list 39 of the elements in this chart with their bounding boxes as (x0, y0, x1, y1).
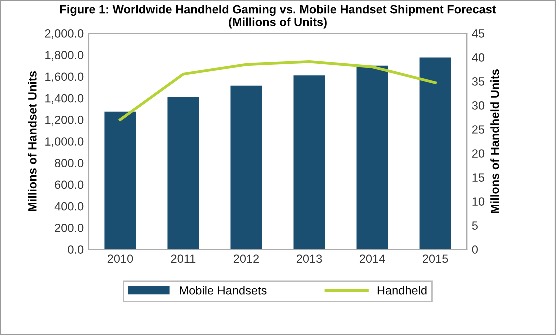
y2-tick-label: 5 (472, 222, 478, 230)
y2-tick-label: 25 (472, 126, 485, 134)
y-tick-label: 800.0 (55, 159, 84, 168)
y-tick-label: 400.0 (54, 202, 84, 211)
line-series (119, 60, 437, 122)
y-tick-label: 1,600.0 (46, 72, 84, 83)
bar (230, 86, 262, 250)
y-tick-label: 1,800.0 (46, 51, 84, 61)
y2-tick-label: 45 (472, 30, 485, 38)
y2-tick-label: 30 (472, 102, 485, 110)
legend-label: Handheld (378, 286, 427, 295)
y2-tick-label: 40 (472, 54, 485, 62)
bar (356, 66, 388, 250)
y-tick-label: 1,000.0 (46, 138, 84, 148)
x-tick-label: 2014 (360, 254, 386, 264)
y-tick-label: 0.0 (68, 246, 84, 254)
y-tick-label: 200.0 (55, 224, 84, 232)
x-tick-label: 2012 (234, 254, 260, 264)
y2-tick-label: 15 (472, 174, 485, 182)
y-tick-label: 600.0 (55, 180, 84, 190)
x-tick-label: 2010 (108, 254, 134, 264)
x-tick-label: 2011 (171, 254, 196, 264)
bar (168, 97, 200, 250)
bar (104, 112, 136, 250)
y-tick-label: 2,000.0 (45, 30, 84, 40)
legend-label: Mobile Handsets (180, 286, 267, 295)
y2-tick-label: 10 (472, 198, 485, 206)
y2-tick-label: 0 (472, 246, 478, 254)
bar (294, 76, 326, 250)
x-tick-label: 2015 (422, 254, 448, 264)
y-tick-label: 1,200.0 (46, 116, 84, 126)
y2-tick-label: 35 (472, 78, 485, 86)
chart-title: Figure 1: Worldwide Handheld Gaming vs. Mobile Handset Shipment Forecast (Millions of Units) (60, 5, 496, 29)
x-tick-label: 2013 (296, 254, 322, 264)
y2-axis-title: Millons of Handheld Units (490, 70, 500, 214)
y-tick-label: 1,400.0 (46, 94, 84, 104)
y-axis-title: Millions of Handset Units (28, 72, 37, 212)
y2-tick-label: 20 (472, 150, 485, 158)
bar (420, 58, 452, 250)
